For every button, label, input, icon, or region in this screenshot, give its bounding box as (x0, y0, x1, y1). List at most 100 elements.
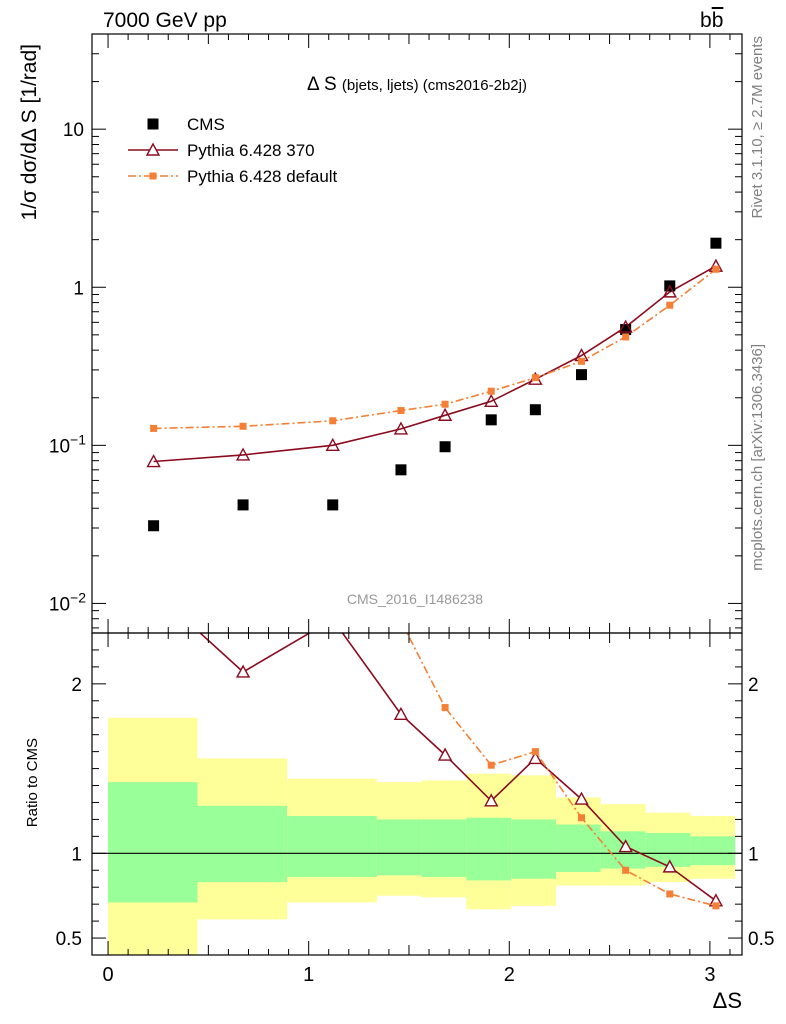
pythia-370-point (393, 421, 409, 435)
plot-title: Δ S (bjets, ljets) (cms2016-2b2j) (307, 74, 527, 95)
ratio-y-tick-label-right: 0.5 (748, 929, 774, 950)
ratio-point-pythia-default (441, 704, 449, 712)
x-tick-label: 1 (303, 964, 314, 986)
pythia-default-point (712, 265, 720, 273)
cms-data-point (620, 324, 632, 336)
ratio-point-pythia-default (531, 748, 539, 756)
y-tick-label: 1 (73, 278, 84, 299)
legend-pythia-default-label: Pythia 6.428 default (187, 167, 338, 186)
ratio-y-tick-label-right: 2 (748, 675, 759, 696)
pythia-370-point (437, 407, 453, 421)
pythia-default-point (150, 424, 158, 432)
ratio-y-tick-label-left: 1 (71, 844, 82, 865)
ratio-band-inner-bin (197, 805, 288, 883)
cms-data-point (576, 369, 588, 381)
main-panel: 10−2 10−1 1 10 (49, 33, 743, 634)
legend-cms-label: CMS (187, 115, 225, 134)
y-tick-label: 10−2 (49, 589, 86, 615)
ratio-y-tick-label-left: 0.5 (56, 929, 82, 950)
cms-data-point (485, 414, 497, 426)
ratio-point-pythia-default (240, 487, 247, 494)
ratio-point-pythia-370 (484, 793, 499, 807)
ratio-panel: 0 1 2 3 0.5 0.5 1 1 2 2 (56, 319, 774, 986)
main-line-pythia-370 (153, 265, 717, 463)
pythia-default-point (487, 387, 495, 395)
mcplots-label: mcplots.cern.ch [arXiv:1306.3436] (749, 344, 766, 571)
x-axis-label: ΔS (713, 988, 742, 1013)
pythia-default-point (329, 417, 337, 425)
pythia-default-point (578, 357, 586, 365)
main-y-axis-label: 1/σ dσ/dΔ S [1/rad] (18, 44, 41, 221)
ratio-band-inner-bin (645, 832, 691, 867)
ratio-y-tick-label-right: 1 (748, 844, 759, 865)
pythia-370-point (618, 319, 633, 333)
ratio-bands (108, 717, 736, 955)
cms-data-point (237, 499, 249, 511)
ratio-point-pythia-370 (662, 859, 677, 873)
ratio-point-pythia-default (397, 618, 404, 625)
ratio-point-pythia-370 (148, 585, 160, 596)
y-tick-label: 10−1 (49, 431, 86, 457)
pythia-default-point (397, 407, 405, 415)
ratio-band-inner-bin (421, 819, 467, 878)
cms-data-point (148, 520, 160, 532)
ratio-point-pythia-370 (393, 706, 409, 721)
main-series (146, 237, 724, 532)
legend-pythia-370-marker (145, 142, 161, 156)
ratio-point-pythia-default (712, 902, 720, 910)
rivet-version-label: Rivet 3.1.10, ≥ 2.7M events (749, 36, 766, 219)
cms-data-point (439, 441, 451, 453)
x-tick-label: 2 (504, 964, 515, 986)
ratio-band-inner-bin (556, 824, 601, 872)
ratio-point-pythia-default (487, 761, 495, 769)
ratio-point-pythia-default (622, 866, 630, 874)
cms-data-point (327, 499, 339, 511)
ratio-y-tick-label-left: 2 (71, 675, 82, 696)
ratio-point-pythia-370 (327, 613, 339, 624)
ratio-point-pythia-370 (574, 791, 589, 805)
labels: Δ S (bjets, ljets) (cms2016-2b2j) CMS_201… (18, 36, 766, 1013)
ratio-band-inner-bin (287, 816, 377, 878)
pythia-370-point (662, 284, 677, 298)
ratio-band-inner-bin (376, 819, 422, 876)
x-tick-label: 0 (102, 964, 113, 986)
legend-cms-marker (147, 118, 159, 130)
pythia-default-point (666, 301, 674, 309)
pythia-370-point (146, 454, 161, 468)
x-tick-label: 3 (704, 964, 715, 986)
ratio-band-inner-bin (466, 817, 512, 881)
cms-data-point (529, 404, 541, 416)
ratio-point-pythia-370 (437, 747, 453, 761)
legend-pythia-370-label: Pythia 6.428 370 (187, 141, 315, 160)
ratio-point-pythia-default (578, 814, 586, 822)
ratio-band-inner-bin (108, 782, 198, 903)
pythia-default-point (531, 374, 539, 382)
pythia-default-point (441, 400, 449, 408)
legend-pythia-default-marker (149, 172, 157, 180)
analysis-label: CMS_2016_I1486238 (347, 591, 483, 607)
legend: CMS Pythia 6.428 370 Pythia 6.428 default (128, 115, 338, 186)
pythia-370-point (484, 393, 499, 407)
cms-data-point (395, 464, 407, 476)
pythia-370-point (325, 437, 340, 452)
pythia-default-point (622, 333, 630, 341)
ratio-point-pythia-370 (235, 664, 251, 678)
ratio-y-axis-label: Ratio to CMS (24, 738, 41, 827)
header-left-label: 7000 GeV pp (103, 9, 227, 32)
cms-data-point (710, 237, 722, 249)
ratio-line-pythia-default (406, 633, 717, 907)
header-process-label: bb (700, 9, 724, 32)
ratio-frame (91, 632, 743, 956)
ratio-series (148, 319, 724, 910)
main-line-pythia-default (153, 268, 717, 430)
ratio-point-pythia-default (666, 890, 674, 898)
pythia-default-point (239, 422, 247, 430)
y-tick-label: 10 (63, 120, 84, 141)
ratio-point-pythia-370 (618, 839, 633, 853)
ratio-point-pythia-370 (528, 750, 543, 765)
ratio-band-inner-bin (511, 819, 557, 879)
ratio-point-pythia-default (150, 319, 157, 326)
ratio-band-inner-bin (690, 836, 736, 866)
pythia-370-point (235, 447, 251, 461)
